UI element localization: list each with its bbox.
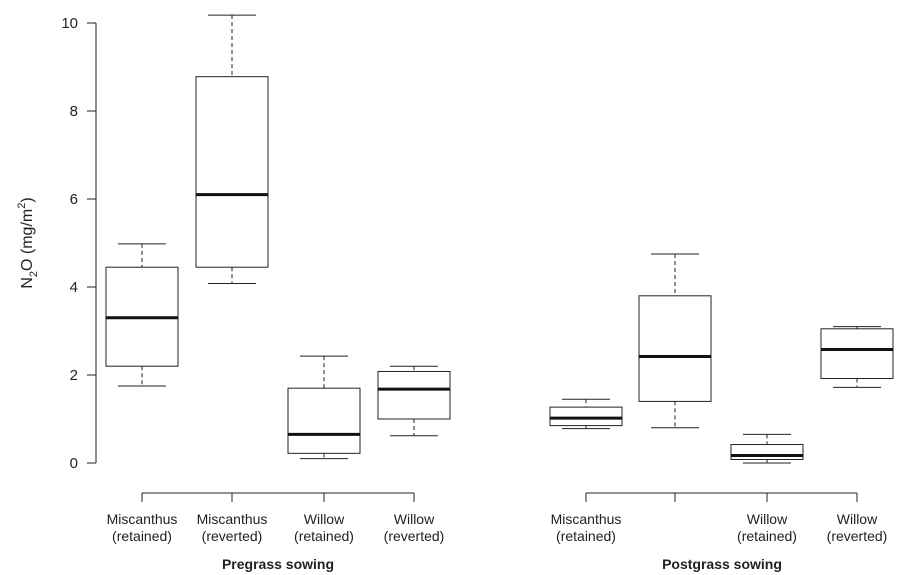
y-axis-label-subscript: 2: [28, 271, 40, 277]
category-label-line2: (retained): [294, 528, 354, 544]
box: [195, 14, 269, 284]
category-label-line1: Willow: [304, 511, 345, 527]
category-label-line2: (retained): [737, 528, 797, 544]
y-axis: 0 2 4 6 8 10: [61, 15, 97, 472]
box-group: [105, 14, 451, 460]
interquartile-box: [638, 295, 712, 402]
group-label: Postgrass sowing: [662, 556, 782, 572]
box: [377, 365, 451, 437]
box: [730, 433, 804, 464]
y-axis-label-base: N: [19, 277, 36, 289]
interquartile-box: [287, 387, 361, 454]
category-label-line1: Miscanthus: [107, 511, 178, 527]
box: [638, 253, 712, 429]
category-label-line1: Willow: [394, 511, 435, 527]
box: [820, 326, 894, 388]
box: [549, 398, 623, 430]
category-label-line2: (reverted): [827, 528, 888, 544]
y-tick-label: 0: [70, 455, 78, 472]
category-label-line1: Miscanthus: [197, 511, 268, 527]
y-tick-label: 4: [70, 279, 78, 296]
category-label-line2: (retained): [112, 528, 172, 544]
box: [105, 243, 179, 387]
category-label-line1: Miscanthus: [551, 511, 622, 527]
boxes-layer: [105, 14, 894, 464]
y-axis-label-end: ): [19, 197, 36, 202]
y-tick-label: 2: [70, 367, 78, 384]
group-label: Pregrass sowing: [222, 556, 334, 572]
interquartile-box: [820, 328, 894, 380]
category-label-line1: Willow: [747, 511, 788, 527]
y-axis-label: N2O (mg/m2): [16, 197, 40, 288]
category-label-line2: (reverted): [202, 528, 263, 544]
x-axis-group: Miscanthus(retained)Willow(retained)Will…: [551, 492, 888, 572]
y-tick-label: 8: [70, 103, 78, 120]
interquartile-box: [549, 406, 623, 427]
category-label-line2: (retained): [556, 528, 616, 544]
y-tick-label: 6: [70, 191, 78, 208]
x-axis-group: Miscanthus(retained)Miscanthus(reverted)…: [107, 492, 445, 572]
y-axis-label-superscript: 2: [16, 203, 28, 209]
category-label-line1: Willow: [837, 511, 878, 527]
y-axis-label-middle: O (mg/m: [19, 209, 36, 271]
box-group: [549, 253, 894, 464]
interquartile-box: [195, 76, 269, 268]
interquartile-box: [730, 444, 804, 460]
box: [287, 355, 361, 460]
y-tick-label: 10: [61, 15, 78, 32]
x-axes-layer: Miscanthus(retained)Miscanthus(reverted)…: [107, 492, 888, 572]
category-label-line2: (reverted): [384, 528, 445, 544]
interquartile-box: [377, 370, 451, 420]
